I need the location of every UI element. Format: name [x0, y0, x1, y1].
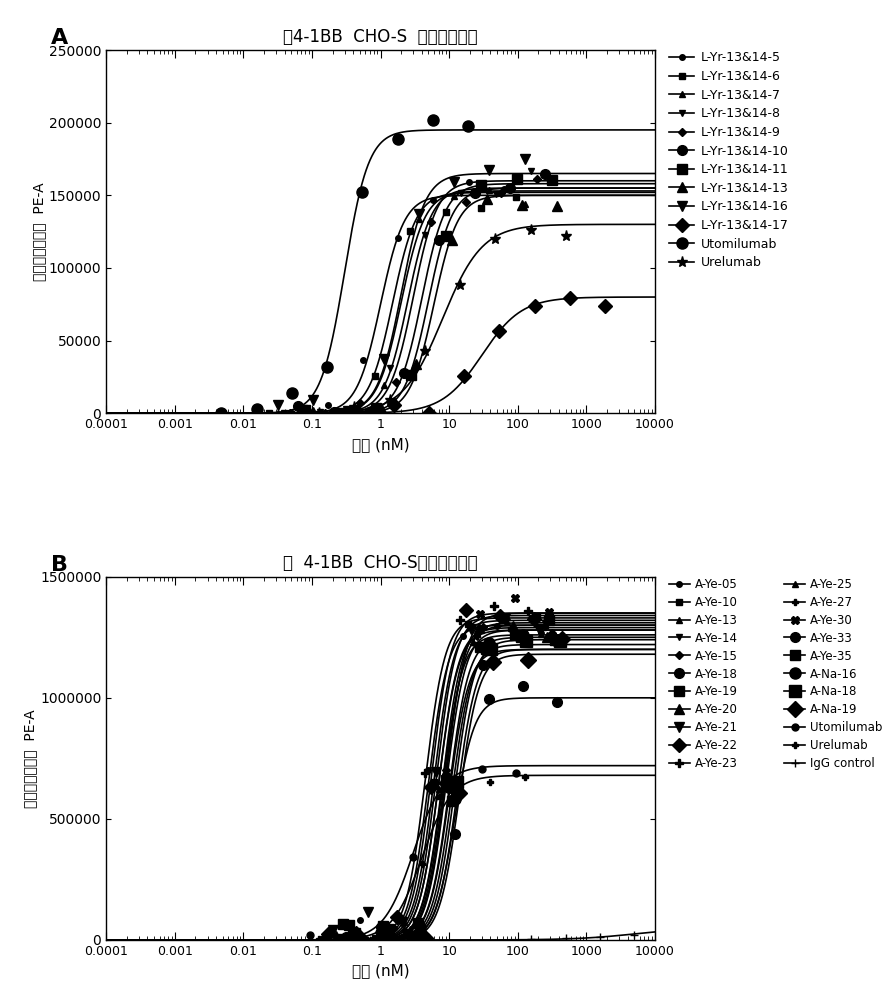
Title: 人4-1BB  CHO-S  细胞结合试验: 人4-1BB CHO-S 细胞结合试验 [283, 28, 478, 46]
Text: A: A [51, 28, 68, 48]
Legend: L-Yr-13&14-5, L-Yr-13&14-6, L-Yr-13&14-7, L-Yr-13&14-8, L-Yr-13&14-9, L-Yr-13&14: L-Yr-13&14-5, L-Yr-13&14-6, L-Yr-13&14-7… [666, 49, 791, 272]
Title: 人  4-1BB  CHO-S细胞结合试验: 人 4-1BB CHO-S细胞结合试验 [283, 554, 478, 572]
Text: B: B [51, 555, 68, 575]
Y-axis label: 荧光强度中位数  PE-A: 荧光强度中位数 PE-A [23, 709, 37, 808]
Legend: A-Ye-25, A-Ye-27, A-Ye-30, A-Ye-33, A-Ye-35, A-Na-16, A-Na-18, A-Na-19, Utomilum: A-Ye-25, A-Ye-27, A-Ye-30, A-Ye-33, A-Ye… [781, 575, 885, 773]
X-axis label: 浓度 (nM): 浓度 (nM) [351, 963, 410, 978]
Y-axis label: 荧光强度中位数  PE-A: 荧光强度中位数 PE-A [32, 182, 46, 281]
X-axis label: 浓度 (nM): 浓度 (nM) [351, 437, 410, 452]
